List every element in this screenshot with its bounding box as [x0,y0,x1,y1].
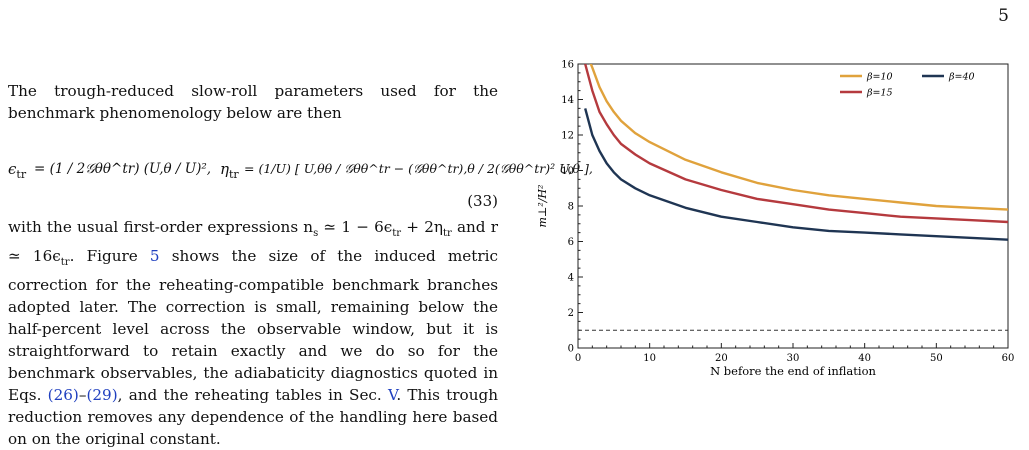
y-tick-label: 16 [561,60,574,71]
equation-33: ϵtr = (1 / 2𝒢θθ^tr) (U,θ / U)², ηtr = (1… [8,128,593,214]
section-ref-link[interactable]: V [388,386,397,405]
equation-number: (33) [467,192,498,210]
legend-label-2: β=40 [948,72,975,83]
eta-lhs: ηtr [220,160,239,181]
epsilon-rhs: = (1 / 2𝒢θθ^tr) (U,θ / U)², [34,161,212,177]
y-tick-label: 6 [568,237,574,248]
legend-label-1: β=15 [866,88,893,99]
x-tick-label: 40 [858,353,871,364]
text-column: The trough-reduced slow-roll parameters … [8,80,593,450]
y-tick-label: 0 [568,344,574,355]
series-line-1 [584,64,1008,224]
legend-label-0: β=10 [866,72,893,83]
page-number: 5 [998,6,1009,26]
x-tick-label: 10 [643,353,656,364]
equation-ref-link-29[interactable]: (29) [86,386,118,405]
x-tick-label: 0 [575,353,581,364]
epsilon-lhs: ϵtr [8,160,27,181]
series-line-2 [584,108,1008,241]
eta-rhs: = (1/U) [ U,θθ / 𝒢θθ^tr − (𝒢θθ^tr),θ / 2… [244,161,593,176]
chart-svg: 0 10 20 30 40 50 60 0 2 4 6 8 10 12 14 16 N before the e… [536,60,1015,379]
x-axis-label: N before the end of inflation [710,364,876,378]
x-tick-label: 20 [715,353,728,364]
paragraph-intro: The trough-reduced slow-roll parameters … [8,82,498,122]
x-tick-label: 60 [1002,353,1015,364]
y-tick-label: 14 [561,95,574,106]
y-tick-label: 12 [561,131,574,142]
equation-ref-link-26[interactable]: (26) [47,386,79,405]
figure-chart: 0 10 20 30 40 50 60 0 2 4 6 8 10 12 14 16 N before the e… [520,52,1020,392]
figure-ref-link[interactable]: 5 [149,247,160,266]
y-tick-label: 8 [568,202,574,213]
paragraph-body: with the usual first-order expressions n… [8,218,498,449]
series-line-0 [589,64,1008,211]
x-tick-label: 50 [930,353,943,364]
y-tick-label: 2 [568,308,574,319]
x-tick-label: 30 [787,353,800,364]
y-tick-label: 4 [568,273,574,284]
y-axis-label: m⊥²/H² [536,185,549,228]
y-tick-label: 10 [561,166,574,177]
